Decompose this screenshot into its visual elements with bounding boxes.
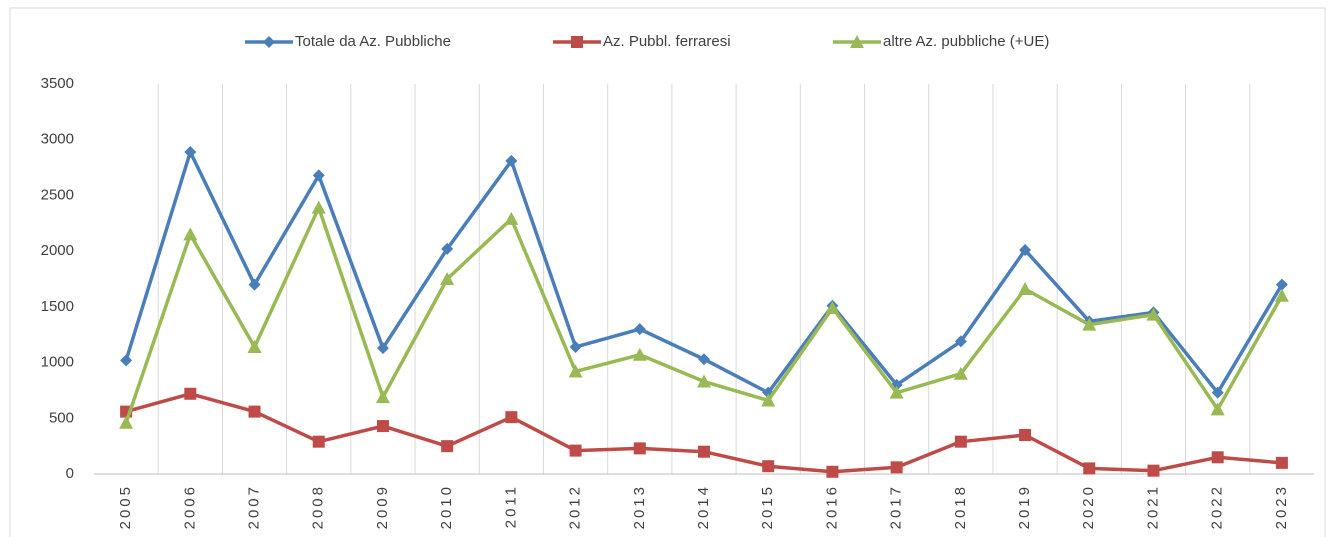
point xyxy=(762,460,775,473)
legend-label: altre Az. pubbliche (+UE) xyxy=(883,33,1049,50)
point xyxy=(569,340,582,353)
x-tick-label: 2021 xyxy=(1144,484,1161,529)
point xyxy=(1211,451,1224,464)
y-tick-label: 0 xyxy=(66,465,74,482)
point xyxy=(1211,386,1224,399)
point xyxy=(633,323,646,336)
point xyxy=(954,335,967,348)
x-tick-label: 2023 xyxy=(1273,484,1290,529)
point xyxy=(1082,317,1097,331)
point xyxy=(1019,244,1032,257)
point xyxy=(761,393,776,407)
point xyxy=(120,405,133,418)
x-tick-label: 2013 xyxy=(631,484,648,529)
point xyxy=(440,272,455,285)
point xyxy=(248,405,261,418)
y-tick-label: 1500 xyxy=(41,298,74,315)
point xyxy=(247,339,262,353)
x-tick-label: 2008 xyxy=(310,484,327,529)
legend-marker xyxy=(263,36,275,48)
point xyxy=(504,211,519,225)
point xyxy=(441,440,454,453)
point xyxy=(890,461,903,474)
point xyxy=(312,435,325,448)
point xyxy=(632,347,647,361)
point xyxy=(697,374,711,388)
point xyxy=(953,366,968,380)
x-tick-label: 2005 xyxy=(117,484,134,529)
x-tick-label: 2016 xyxy=(823,484,840,529)
y-tick-label: 3500 xyxy=(41,75,74,92)
point xyxy=(312,169,325,182)
y-tick-label: 1000 xyxy=(41,354,74,371)
point xyxy=(441,242,454,255)
point xyxy=(698,445,710,458)
x-tick-label: 2012 xyxy=(567,484,584,529)
point xyxy=(1147,464,1160,477)
x-tick-label: 2019 xyxy=(1016,484,1033,529)
point xyxy=(1019,429,1032,441)
point xyxy=(633,442,646,455)
point xyxy=(184,145,197,158)
point xyxy=(568,364,583,378)
x-tick-label: 2018 xyxy=(952,484,969,529)
y-tick-label: 2500 xyxy=(41,186,74,203)
point xyxy=(954,435,967,448)
point xyxy=(1275,456,1288,469)
point xyxy=(505,154,518,167)
point xyxy=(311,200,326,214)
point xyxy=(184,387,197,400)
point xyxy=(569,444,582,457)
x-tick-label: 2022 xyxy=(1209,484,1226,529)
x-tick-label: 2010 xyxy=(438,484,455,529)
point xyxy=(375,390,390,404)
point xyxy=(1083,462,1096,475)
point xyxy=(1274,288,1289,302)
legend-marker xyxy=(850,35,864,48)
x-tick-label: 2015 xyxy=(759,484,776,529)
point xyxy=(248,278,261,291)
chart-frame xyxy=(9,7,1326,537)
point xyxy=(1275,278,1288,291)
x-tick-label: 2006 xyxy=(181,484,198,529)
point xyxy=(183,227,198,241)
point xyxy=(698,353,710,366)
x-tick-label: 2011 xyxy=(502,484,519,528)
x-tick-label: 2007 xyxy=(245,484,262,529)
x-tick-label: 2009 xyxy=(374,484,391,529)
point xyxy=(119,415,134,429)
legend-label: Az. Pubbl. ferraresi xyxy=(603,33,731,50)
y-tick-label: 500 xyxy=(49,409,74,426)
point xyxy=(889,385,904,399)
point xyxy=(825,300,840,314)
point xyxy=(376,420,389,433)
x-tick-label: 2017 xyxy=(888,484,905,529)
legend-label: Totale da Az. Pubbliche xyxy=(295,33,451,50)
y-tick-label: 3000 xyxy=(41,131,74,148)
x-tick-label: 2020 xyxy=(1080,484,1097,529)
point xyxy=(120,354,133,367)
point xyxy=(826,465,839,478)
legend-marker xyxy=(571,36,583,48)
point xyxy=(1146,307,1161,321)
y-tick-label: 2000 xyxy=(41,242,74,259)
point xyxy=(1210,402,1225,416)
point xyxy=(376,342,389,355)
point xyxy=(505,411,518,424)
x-tick-label: 2014 xyxy=(695,484,712,529)
point xyxy=(1018,282,1033,296)
